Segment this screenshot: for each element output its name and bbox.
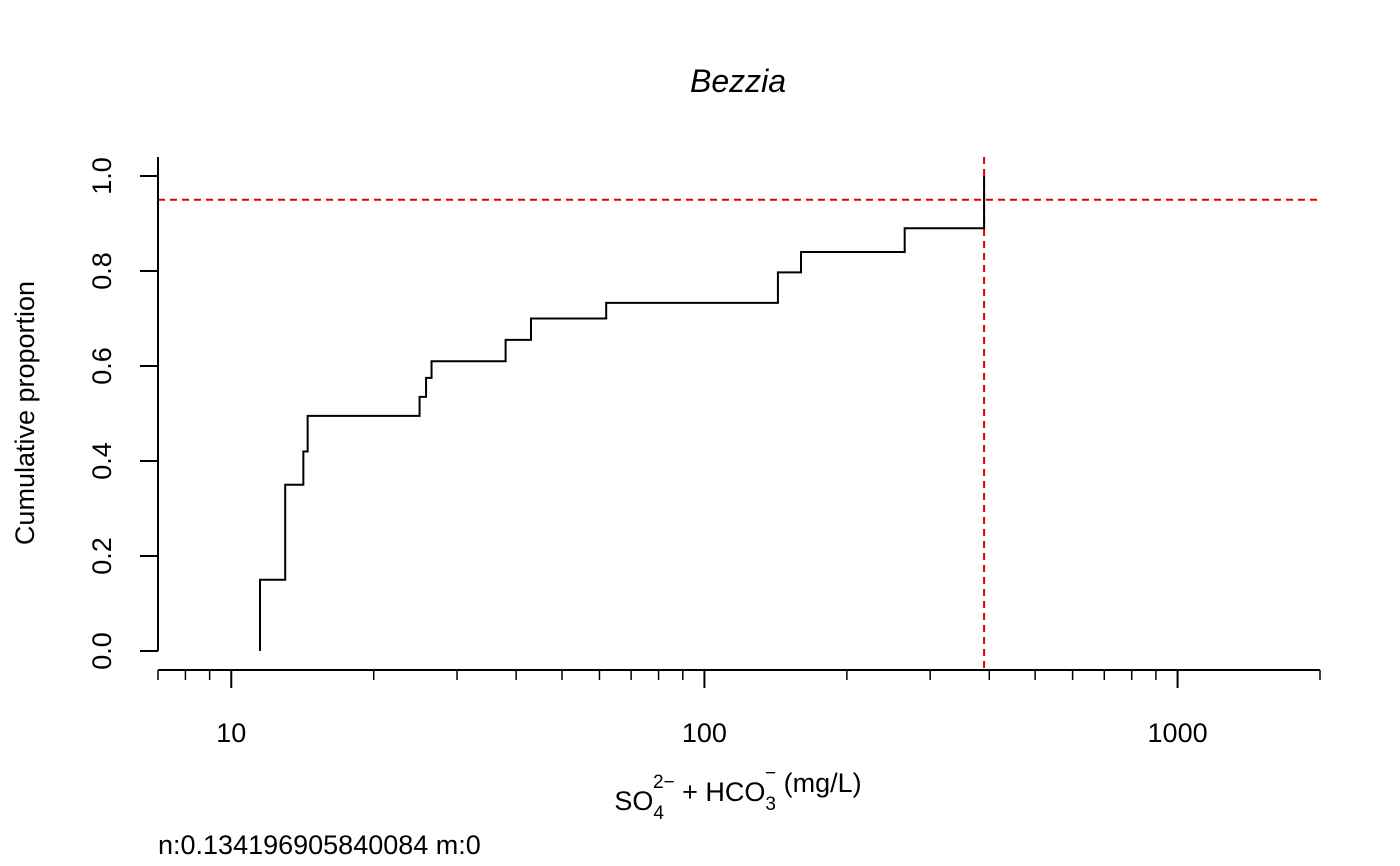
x-axis-label-part: − <box>765 763 776 784</box>
plot-area <box>158 157 1320 670</box>
y-axis-label: Cumulative proportion <box>10 281 40 545</box>
y-tick-label: 1.0 <box>87 157 117 195</box>
footnote-annotation: n:0.134196905840084 m:0 <box>158 830 481 860</box>
y-tick-label: 0.0 <box>87 632 117 670</box>
x-axis-label-part: 4 <box>653 803 664 824</box>
x-axis-label-part: + HCO <box>675 777 766 807</box>
x-tick-label: 10 <box>216 718 246 748</box>
x-axis-label-part: 3 <box>765 794 776 815</box>
x-tick-label: 1000 <box>1148 718 1208 748</box>
y-axis: 0.0 0.2 0.4 0.6 0.8 1.0 <box>87 157 159 670</box>
y-tick-label: 0.2 <box>87 537 117 575</box>
x-axis-label-part: 2− <box>653 772 675 793</box>
chart-title: Bezzia <box>690 63 786 99</box>
cumulative-step-line <box>259 176 986 651</box>
x-axis-label-part: (mg/L) <box>776 768 862 798</box>
y-tick-label: 0.4 <box>87 442 117 480</box>
x-axis-label: SO4 2− + HCO3 − (mg/L) <box>614 763 861 824</box>
x-axis-label-part: SO <box>614 786 653 816</box>
y-tick-label: 0.6 <box>87 347 117 385</box>
x-tick-label: 100 <box>682 718 727 748</box>
x-axis: 10 100 1000 <box>157 669 1321 748</box>
y-tick-label: 0.8 <box>87 252 117 290</box>
